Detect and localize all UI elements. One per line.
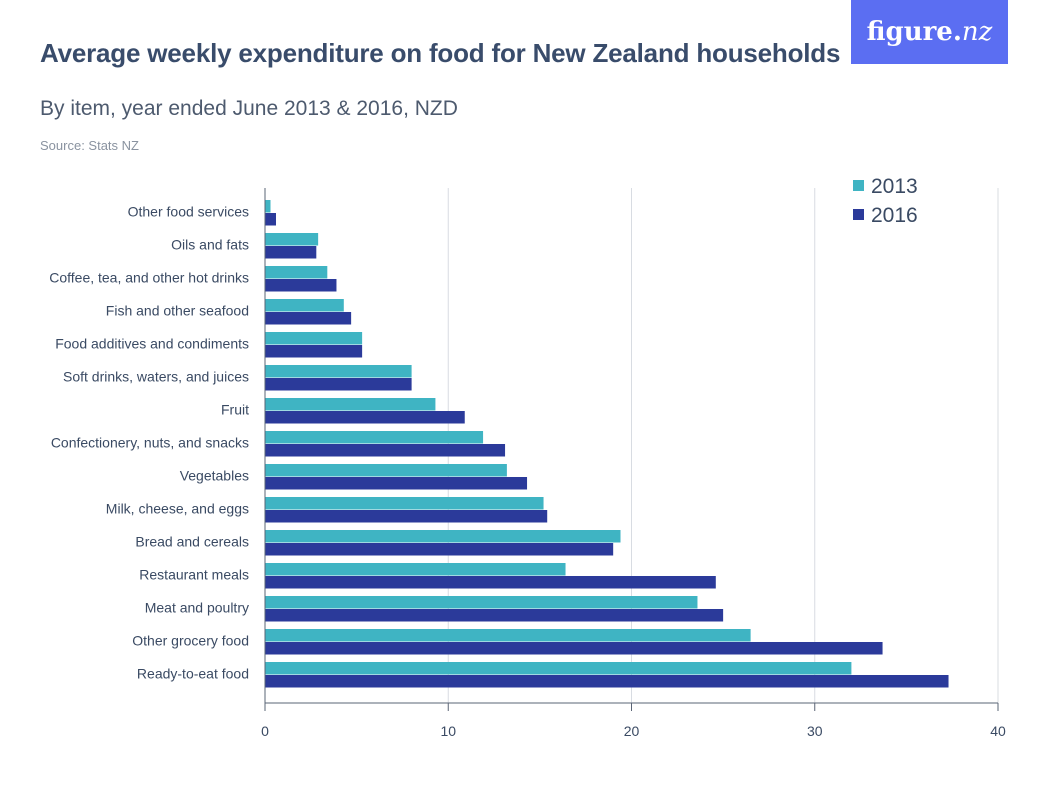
bar-2016-6 (265, 411, 465, 424)
category-label: Restaurant meals (139, 567, 249, 583)
bar-2016-10 (265, 543, 614, 556)
category-label: Other grocery food (132, 633, 249, 649)
category-label: Food additives and condiments (55, 336, 249, 352)
logo-text: figure. (866, 17, 962, 47)
category-label: Fish and other seafood (106, 303, 249, 319)
category-label: Bread and cereals (135, 534, 249, 550)
bar-2016-9 (265, 510, 548, 523)
chart-title: Average weekly expenditure on food for N… (40, 38, 841, 68)
bar-2013-5 (265, 365, 412, 378)
x-tick-label: 40 (990, 723, 1006, 739)
category-label: Fruit (221, 402, 249, 418)
category-label: Soft drinks, waters, and juices (63, 369, 249, 385)
category-label: Oils and fats (171, 237, 249, 253)
bar-2016-4 (265, 345, 363, 358)
bar-2016-3 (265, 312, 352, 325)
bar-2016-1 (265, 246, 317, 259)
bar-2013-3 (265, 299, 344, 312)
bar-2016-11 (265, 576, 716, 589)
bar-2013-2 (265, 266, 328, 279)
bar-2016-2 (265, 279, 337, 292)
category-label: Ready-to-eat food (137, 666, 249, 682)
figure-nz-logo[interactable]: figure. nz (851, 0, 1008, 64)
bar-2013-0 (265, 200, 271, 213)
legend-swatch-2013 (853, 180, 864, 191)
bar-2016-0 (265, 213, 276, 226)
bar-2016-8 (265, 477, 528, 490)
x-tick-label: 10 (440, 723, 456, 739)
legend-label-2013: 2013 (871, 175, 918, 198)
x-tick-label: 20 (624, 723, 640, 739)
bar-2016-12 (265, 609, 724, 622)
chart-subtitle: By item, year ended June 2013 & 2016, NZ… (40, 97, 458, 120)
category-label: Coffee, tea, and other hot drinks (49, 270, 249, 286)
bar-2013-7 (265, 431, 484, 444)
category-label: Milk, cheese, and eggs (106, 501, 249, 517)
bar-2013-9 (265, 497, 544, 510)
bar-2016-5 (265, 378, 412, 391)
bar-2013-12 (265, 596, 698, 609)
legend-label-2016: 2016 (871, 204, 918, 227)
logo-suffix: nz (961, 17, 993, 47)
category-label: Other food services (128, 204, 249, 220)
x-tick-label: 30 (807, 723, 823, 739)
bar-2013-10 (265, 530, 621, 543)
x-tick-label: 0 (261, 723, 269, 739)
legend-swatch-2016 (853, 209, 864, 220)
bar-2013-4 (265, 332, 363, 345)
bar-2013-13 (265, 629, 751, 642)
bar-2013-8 (265, 464, 507, 477)
bar-2016-7 (265, 444, 506, 457)
bar-2013-11 (265, 563, 566, 576)
category-label: Meat and poultry (145, 600, 249, 616)
bar-2013-1 (265, 233, 319, 246)
category-label: Confectionery, nuts, and snacks (51, 435, 249, 451)
bar-2016-14 (265, 675, 949, 688)
bar-2013-14 (265, 662, 852, 675)
bar-2013-6 (265, 398, 436, 411)
bar-2016-13 (265, 642, 883, 655)
chart-source: Source: Stats NZ (40, 138, 139, 153)
category-label: Vegetables (180, 468, 249, 484)
